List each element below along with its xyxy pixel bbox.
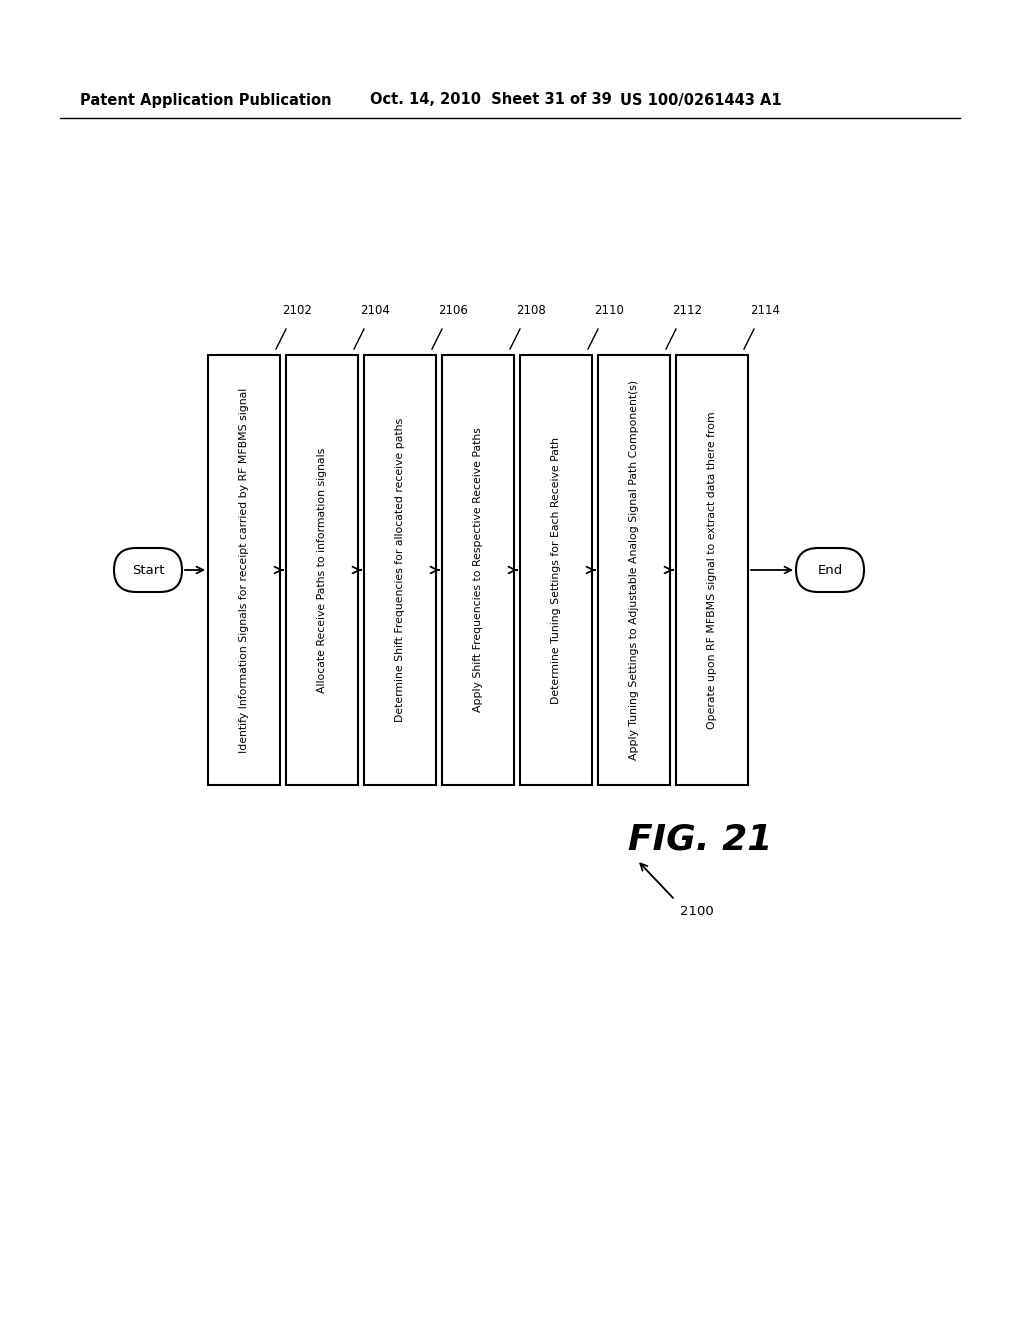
FancyBboxPatch shape bbox=[114, 548, 182, 591]
Text: Oct. 14, 2010  Sheet 31 of 39: Oct. 14, 2010 Sheet 31 of 39 bbox=[370, 92, 611, 107]
Text: Allocate Receive Paths to information signals: Allocate Receive Paths to information si… bbox=[317, 447, 327, 693]
Text: 2104: 2104 bbox=[360, 304, 390, 317]
Text: Determine Tuning Settings for Each Receive Path: Determine Tuning Settings for Each Recei… bbox=[551, 437, 561, 704]
Bar bbox=[598, 355, 670, 785]
Text: Patent Application Publication: Patent Application Publication bbox=[80, 92, 332, 107]
Text: 2114: 2114 bbox=[750, 304, 780, 317]
Bar bbox=[442, 355, 514, 785]
Text: 2108: 2108 bbox=[516, 304, 546, 317]
Text: Operate upon RF MFBMS signal to extract data there from: Operate upon RF MFBMS signal to extract … bbox=[707, 412, 717, 729]
Text: Apply Shift Frequencies to Respective Receive Paths: Apply Shift Frequencies to Respective Re… bbox=[473, 428, 483, 713]
Text: 2110: 2110 bbox=[594, 304, 624, 317]
Text: Apply Tuning Settings to Adjustable Analog Signal Path Component(s): Apply Tuning Settings to Adjustable Anal… bbox=[629, 380, 639, 760]
Text: 2100: 2100 bbox=[680, 906, 714, 917]
Text: 2102: 2102 bbox=[282, 304, 312, 317]
Text: 2106: 2106 bbox=[438, 304, 468, 317]
Bar bbox=[208, 355, 280, 785]
Bar bbox=[520, 355, 592, 785]
Bar bbox=[676, 355, 748, 785]
Text: End: End bbox=[817, 564, 843, 577]
Text: Identify Information Signals for receipt carried by RF MFBMS signal: Identify Information Signals for receipt… bbox=[239, 387, 249, 752]
Bar bbox=[364, 355, 436, 785]
Text: FIG. 21: FIG. 21 bbox=[628, 822, 772, 857]
Text: Determine Shift Frequencies for allocated receive paths: Determine Shift Frequencies for allocate… bbox=[395, 418, 406, 722]
Bar bbox=[286, 355, 358, 785]
Text: 2112: 2112 bbox=[672, 304, 702, 317]
FancyBboxPatch shape bbox=[796, 548, 864, 591]
Text: US 100/0261443 A1: US 100/0261443 A1 bbox=[620, 92, 781, 107]
Text: Start: Start bbox=[132, 564, 164, 577]
